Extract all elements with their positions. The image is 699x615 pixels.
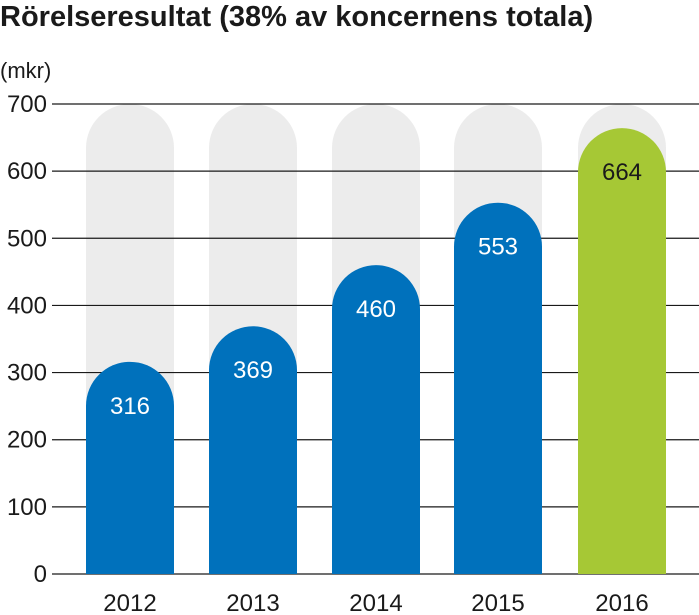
x-tick-label: 2012	[103, 590, 156, 615]
y-tick-label: 500	[7, 225, 47, 252]
bar-value-label: 664	[602, 159, 642, 186]
y-tick-label: 700	[7, 91, 47, 118]
bar-value-label: 460	[356, 296, 396, 323]
y-tick-label: 300	[7, 360, 47, 387]
y-axis-unit-label: (mkr)	[0, 58, 52, 83]
x-tick-label: 2014	[349, 590, 402, 615]
x-tick-label: 2013	[226, 590, 279, 615]
bar-value-label: 316	[110, 393, 150, 420]
x-tick-label: 2016	[595, 590, 648, 615]
y-tick-label: 100	[7, 494, 47, 521]
x-tick-label: 2015	[471, 590, 524, 615]
bar-2014	[332, 265, 420, 574]
bar-2015	[454, 202, 542, 574]
bar-2012	[86, 361, 174, 574]
y-tick-label: 600	[7, 158, 47, 185]
bar-value-label: 369	[233, 357, 273, 384]
bar-2013	[209, 326, 297, 574]
bar-2016	[578, 128, 666, 574]
y-tick-label: 0	[34, 561, 47, 588]
bar-value-label: 553	[478, 234, 518, 261]
chart-title: Rörelseresultat (38% av koncernens total…	[0, 1, 594, 33]
y-tick-label: 400	[7, 292, 47, 319]
y-tick-label: 200	[7, 427, 47, 454]
